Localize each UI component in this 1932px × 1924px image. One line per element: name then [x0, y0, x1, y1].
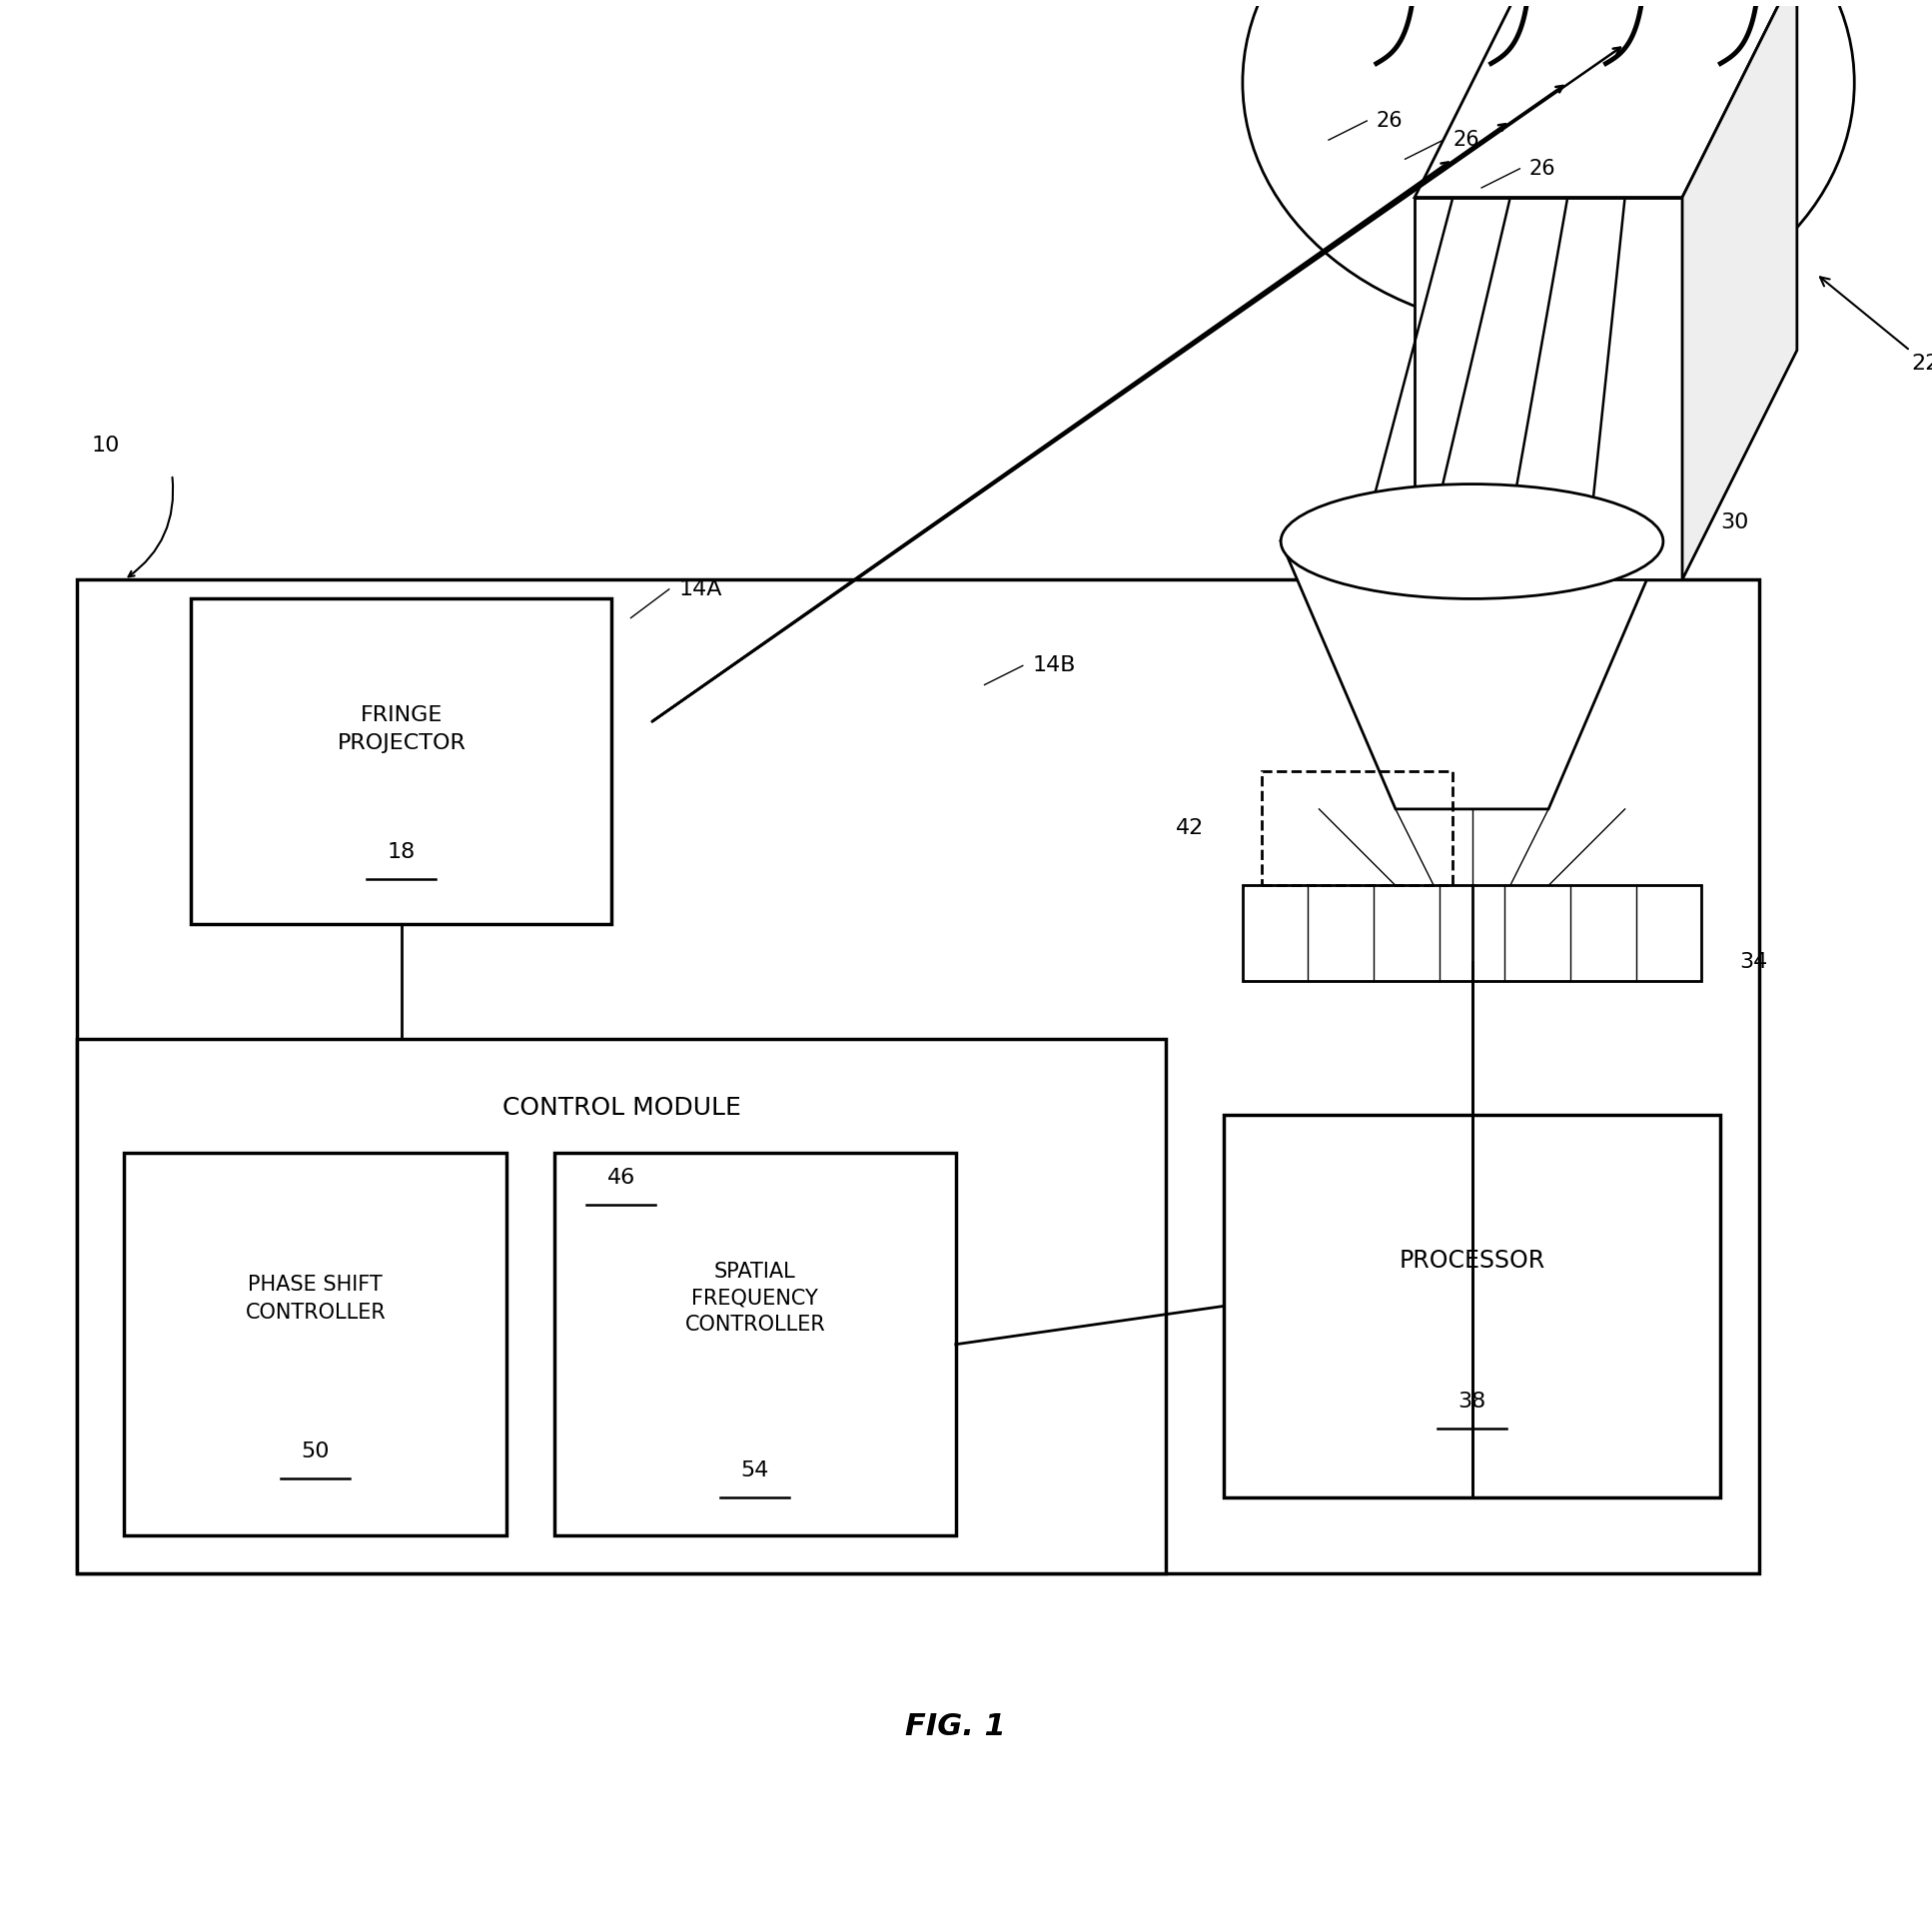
Bar: [1223, 1114, 1721, 1497]
Bar: [1242, 885, 1702, 981]
Text: 14A: 14A: [678, 579, 723, 598]
Text: SPATIAL
FREQUENCY
CONTROLLER: SPATIAL FREQUENCY CONTROLLER: [684, 1262, 825, 1335]
Text: 46: 46: [607, 1168, 636, 1187]
Polygon shape: [1281, 541, 1663, 810]
Polygon shape: [1683, 0, 1797, 579]
Bar: [124, 1152, 506, 1535]
Text: FRINGE
PROJECTOR: FRINGE PROJECTOR: [336, 704, 466, 752]
Text: 50: 50: [301, 1441, 330, 1462]
Polygon shape: [1414, 0, 1797, 198]
Text: CONTROL MODULE: CONTROL MODULE: [502, 1097, 740, 1120]
Text: 38: 38: [1459, 1391, 1486, 1412]
Text: 14B: 14B: [1032, 656, 1076, 675]
Text: 26: 26: [1453, 131, 1480, 150]
Polygon shape: [1414, 198, 1683, 579]
Ellipse shape: [1281, 485, 1663, 598]
Bar: [554, 1152, 956, 1535]
Text: PHASE SHIFT
CONTROLLER: PHASE SHIFT CONTROLLER: [245, 1274, 386, 1322]
Bar: [77, 579, 1758, 1574]
Ellipse shape: [1242, 0, 1855, 331]
Text: 18: 18: [386, 843, 415, 862]
Text: PROCESSOR: PROCESSOR: [1399, 1249, 1546, 1272]
Text: 10: 10: [91, 437, 120, 456]
Text: 26: 26: [1376, 112, 1403, 131]
Text: 54: 54: [742, 1460, 769, 1480]
Text: 22: 22: [1820, 277, 1932, 373]
Bar: [77, 1039, 1167, 1574]
Text: 26: 26: [1530, 158, 1555, 179]
Text: 42: 42: [1177, 818, 1204, 839]
Text: 30: 30: [1721, 512, 1748, 533]
Text: FIG. 1: FIG. 1: [906, 1712, 1007, 1741]
Text: 34: 34: [1739, 952, 1768, 972]
Bar: [1262, 772, 1453, 885]
Bar: [191, 598, 612, 924]
